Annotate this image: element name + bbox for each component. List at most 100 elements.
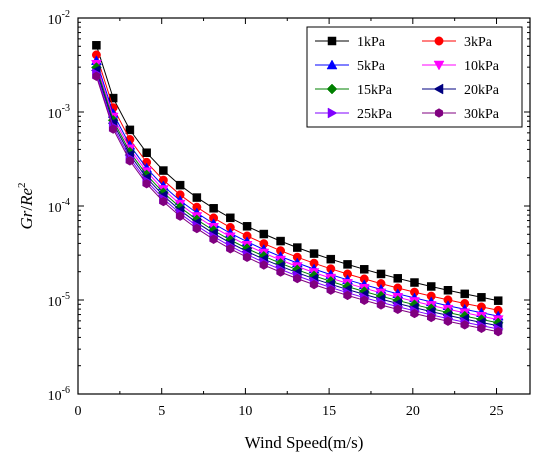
data-point [426,282,436,291]
data-point [92,71,101,82]
legend-label: 25kPa [357,107,393,122]
x-tick-label: 5 [158,404,165,419]
data-point [259,229,269,239]
legend: 1kPa 3kPa 5kPa 10kPa 15kPa 20kPa 25kPa 30kPa [306,26,523,128]
series-3kPa [91,50,503,315]
data-point [92,41,101,50]
legend-label: 5kPa [357,59,386,74]
y-tick-base: 10 [48,389,62,404]
legend-box [306,26,523,128]
legend-marker [326,59,338,70]
data-point [142,148,151,157]
x-tick-label: 0 [75,404,82,419]
data-point [477,293,486,302]
data-point [159,196,168,207]
data-point [410,278,419,287]
legend-label: 15kPa [357,83,393,98]
legend-item: 5kPa [315,59,386,74]
data-point [326,285,335,295]
data-point [293,243,302,252]
legend-marker [327,36,337,46]
data-point [477,323,486,334]
plot-series [90,41,504,337]
legend-label: 10kPa [464,59,500,74]
data-point [209,204,218,213]
data-point [242,222,252,231]
data-point [192,223,201,234]
data-point [125,156,134,166]
y-tick-base: 10 [48,13,62,28]
legend-item: 3kPa [422,35,493,50]
legend-label: 3kPa [464,35,493,50]
data-point [460,289,469,299]
y-tick-exponent: -3 [62,103,70,114]
legend-item: 25kPa [315,107,393,122]
y-tick-exponent: -2 [62,9,70,20]
y-title-numerator: Gr [17,210,36,229]
legend-item: 30kPa [422,107,500,122]
legend-label: 1kPa [357,35,386,50]
data-point [293,273,302,284]
data-point [108,93,118,103]
y-tick-exponent: -5 [62,291,70,302]
data-point [226,244,235,254]
legend-item: 10kPa [422,59,500,74]
data-point [393,304,402,315]
y-tick-label: 10-6 [48,385,70,404]
legend-label: 30kPa [464,107,500,122]
data-point [226,213,235,223]
legend-marker [433,83,444,95]
data-point [309,249,319,258]
data-point [393,274,402,283]
data-point [343,290,352,301]
data-point [159,166,168,175]
legend-item: 1kPa [315,35,386,50]
y-tick-label: 10-4 [48,197,70,216]
legend-label: 20kPa [464,83,500,98]
data-point [360,295,369,306]
data-point [443,316,453,326]
x-tick-label: 15 [322,404,336,419]
y-title-exponent: 2 [16,182,28,188]
data-point [176,211,185,221]
legend-marker [434,36,444,46]
data-point [410,308,419,319]
y-tick-base: 10 [48,295,62,310]
legend-item: 15kPa [315,83,393,98]
data-point [343,260,352,269]
data-point [243,252,252,263]
legend-marker [434,108,444,118]
data-point [360,265,369,274]
y-title-denominator: Re [17,188,36,207]
y-tick-exponent: -6 [62,385,70,396]
data-point [427,312,436,323]
data-point [376,269,386,279]
data-point [259,260,268,270]
data-point [443,286,453,295]
series-30kPa [92,71,503,337]
series-1kPa [92,41,503,305]
y-title-separator: / [17,206,36,211]
x-axis-title: Wind Speed(m/s) [245,433,364,452]
x-tick-label: 20 [406,404,420,419]
data-point [493,296,503,305]
y-axis-title: Gr/Re2 [16,182,36,229]
y-tick-label: 10-5 [48,291,70,310]
legend-marker [326,83,338,95]
y-tick-base: 10 [48,107,62,122]
x-tick-label: 10 [238,404,252,419]
data-point [460,320,469,330]
data-point [494,326,503,337]
x-tick-label: 25 [490,404,504,419]
data-point [175,180,185,190]
legend-item: 20kPa [422,83,500,98]
data-point [276,267,285,277]
legend-marker [433,60,445,71]
y-tick-label: 10-2 [48,9,70,28]
data-point [142,179,151,189]
data-point [376,300,386,310]
data-point [109,124,118,134]
